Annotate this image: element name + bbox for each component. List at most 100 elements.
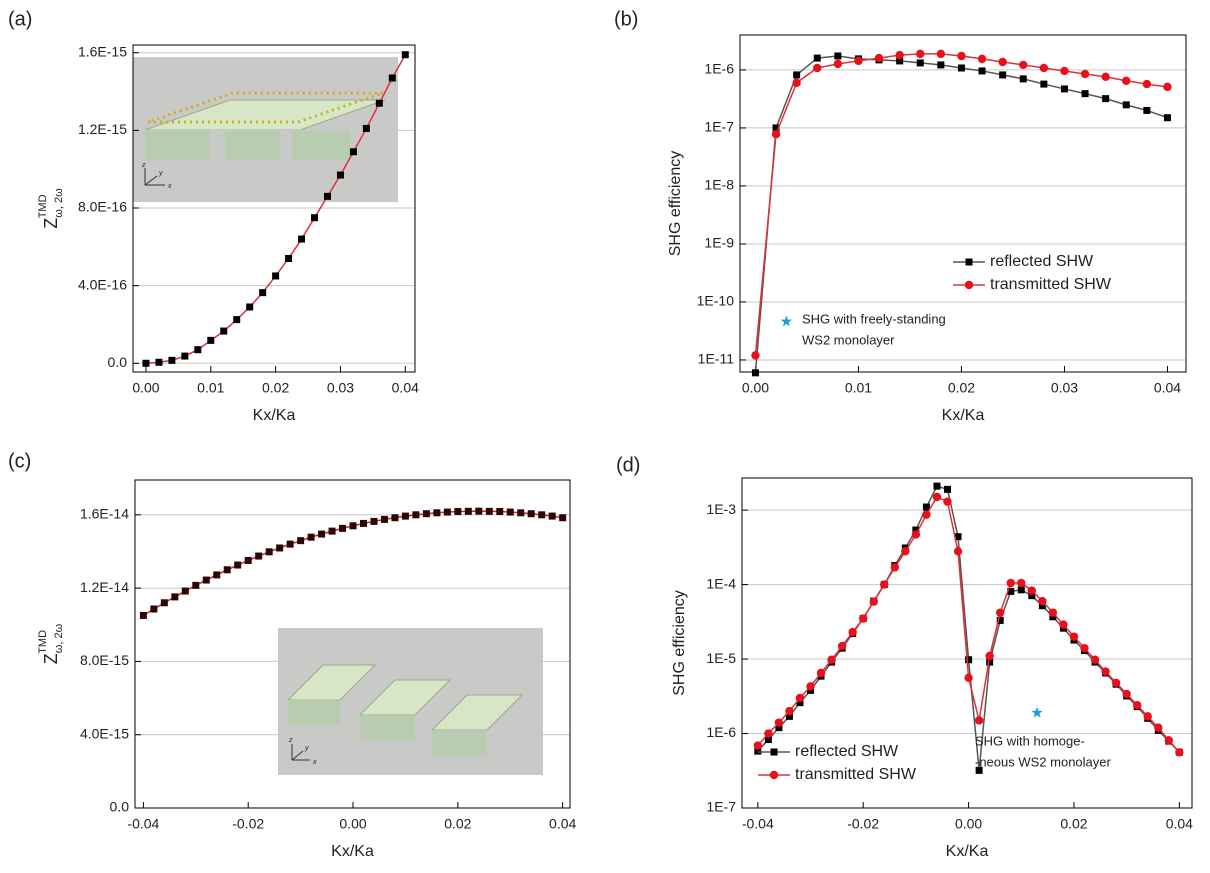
x-tick-label: 0.01 <box>197 380 224 396</box>
legend-label: transmitted SHW <box>795 766 917 783</box>
annotation: SHG with freely-standing <box>802 311 946 326</box>
marker <box>1049 608 1057 616</box>
marker <box>194 346 201 353</box>
y-tick-label: 1E-5 <box>706 650 736 666</box>
panel-letter: (b) <box>614 8 638 30</box>
marker <box>1080 644 1088 652</box>
marker <box>402 513 409 520</box>
inset-slab <box>145 130 210 160</box>
y-label-sup: TMD <box>37 630 49 654</box>
marker <box>957 52 965 60</box>
inset-axis-label: x <box>167 183 172 190</box>
marker <box>140 612 147 619</box>
marker <box>1017 579 1025 587</box>
marker <box>751 351 759 359</box>
annotation: SHG with homoge- <box>975 733 1085 748</box>
x-tick-label: 0.00 <box>955 816 982 832</box>
x-tick-label: 0.04 <box>1166 816 1193 832</box>
marker <box>308 534 315 541</box>
marker <box>1020 75 1027 82</box>
marker <box>917 59 924 66</box>
marker <box>142 360 149 367</box>
marker <box>1123 101 1130 108</box>
marker <box>1133 701 1141 709</box>
annotation: -neous WS2 monolayer <box>975 754 1112 769</box>
y-tick-label: 4.0E-16 <box>78 276 127 292</box>
y-tick-label: 1E-10 <box>697 293 735 309</box>
marker <box>1165 736 1173 744</box>
marker <box>1007 579 1015 587</box>
marker <box>1040 81 1047 88</box>
marker <box>234 562 241 569</box>
marker <box>337 172 344 179</box>
marker <box>155 359 162 366</box>
x-axis-label: Kx/Ka <box>946 843 989 860</box>
marker <box>246 303 253 310</box>
x-tick-label: 0.03 <box>327 380 354 396</box>
marker <box>350 148 357 155</box>
marker <box>848 628 856 636</box>
legend-marker <box>770 771 778 779</box>
marker <box>754 741 762 749</box>
marker <box>1112 679 1120 687</box>
marker <box>827 656 835 664</box>
marker <box>203 577 210 584</box>
x-tick-label: 0.02 <box>948 380 975 396</box>
marker <box>806 682 814 690</box>
marker <box>958 64 965 71</box>
panel-letter: (a) <box>8 8 32 30</box>
marker <box>538 511 545 518</box>
y-tick-label: 1E-3 <box>706 501 736 517</box>
figure: x y z x y z 0.04.0E-168.0E-161.2E-151.6E… <box>0 0 1210 873</box>
marker <box>444 509 451 516</box>
legend-marker <box>771 749 778 756</box>
marker <box>817 669 825 677</box>
y-tick-label: 8.0E-16 <box>78 199 127 215</box>
x-tick-label: -0.02 <box>232 816 264 832</box>
marker <box>937 50 945 58</box>
marker <box>792 79 800 87</box>
inset-slab <box>292 130 350 160</box>
x-axis-label: Kx/Ka <box>253 407 296 424</box>
marker <box>772 130 780 138</box>
series-line <box>758 497 1180 752</box>
marker <box>834 52 841 59</box>
marker <box>324 193 331 200</box>
marker <box>916 50 924 58</box>
marker <box>775 718 783 726</box>
marker <box>276 544 283 551</box>
inset-axis-label: y <box>304 745 309 752</box>
marker <box>1175 748 1183 756</box>
marker <box>1163 83 1171 91</box>
marker <box>796 694 804 702</box>
marker <box>870 597 878 605</box>
marker <box>996 608 1004 616</box>
star-marker <box>1031 707 1042 718</box>
marker <box>785 707 793 715</box>
marker <box>1122 77 1130 85</box>
marker <box>979 67 986 74</box>
marker <box>1081 70 1089 78</box>
x-tick-label: 0.01 <box>845 380 872 396</box>
marker <box>944 486 951 493</box>
marker <box>1091 656 1099 664</box>
y-label-sup: TMD <box>37 194 49 218</box>
marker <box>875 54 883 62</box>
marker <box>496 508 503 515</box>
series-line <box>758 486 1180 770</box>
marker <box>486 508 493 515</box>
marker <box>168 357 175 364</box>
x-tick-label: 0.03 <box>1051 380 1078 396</box>
marker <box>1059 620 1067 628</box>
x-tick-label: -0.04 <box>127 816 159 832</box>
marker <box>339 525 346 532</box>
panel: 1E-71E-61E-51E-41E-3-0.04-0.020.000.020.… <box>616 454 1193 860</box>
marker <box>161 599 168 606</box>
marker <box>517 509 524 516</box>
x-tick-label: 0.00 <box>742 380 769 396</box>
inset-axis-label: y <box>158 170 163 177</box>
marker <box>298 236 305 243</box>
marker <box>1040 64 1048 72</box>
marker <box>507 509 514 516</box>
legend-label: transmitted SHW <box>990 276 1112 293</box>
